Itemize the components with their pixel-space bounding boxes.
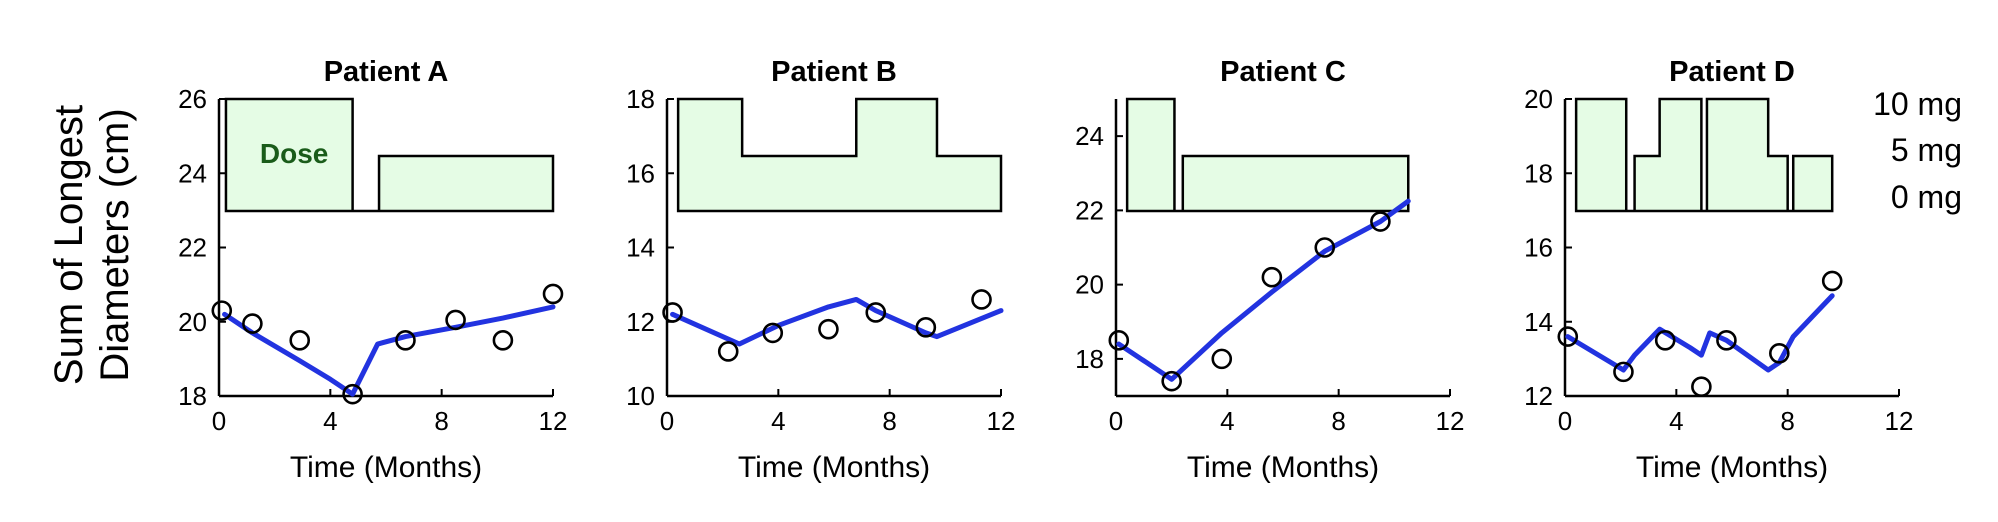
- y-tick-label: 22: [178, 233, 207, 263]
- observed-point: [542, 283, 564, 305]
- observed-point: [289, 330, 311, 351]
- dose-schedule-area: [224, 97, 555, 213]
- x-axis-label: Time (Months): [738, 451, 930, 484]
- observed-point: [1261, 266, 1283, 288]
- y-axis-label-line2: Diameters (cm): [93, 108, 137, 381]
- observed-point: [717, 341, 739, 362]
- x-tick-label: 12: [1436, 406, 1465, 436]
- y-tick-label: 18: [1524, 158, 1553, 188]
- y-axis-label-line1: Sum of Longest: [47, 105, 91, 385]
- y-tick-label: 16: [1524, 233, 1553, 263]
- observed-point: [818, 318, 839, 340]
- y-tick-label: 12: [626, 307, 655, 337]
- observed-point: [1716, 330, 1737, 351]
- observed-point: [971, 289, 992, 310]
- x-tick-label: 0: [1109, 406, 1123, 436]
- observed-point: [445, 309, 466, 331]
- observed-point: [1821, 270, 1843, 292]
- model-fit-line: [670, 296, 1004, 347]
- observed-point: [1161, 370, 1182, 392]
- observed-point: [1370, 211, 1391, 232]
- chart-title: Patient B: [771, 56, 897, 88]
- y-tick-label: 26: [178, 84, 207, 114]
- x-tick-label: 8: [882, 406, 896, 436]
- dose-schedule-area: [1125, 97, 1410, 213]
- observed-point: [211, 300, 233, 321]
- dose-level-0mg: 0 mg: [1891, 179, 1962, 215]
- x-tick-label: 12: [987, 406, 1016, 436]
- observed-point: [865, 302, 887, 323]
- y-tick-label: 20: [178, 307, 207, 337]
- panel-patient-a: Patient A Dose 0 4 8 12 18 20 22 24 26 Time (Months…: [178, 56, 567, 484]
- observed-point: [492, 330, 514, 351]
- y-tick-label: 10: [626, 381, 655, 411]
- x-tick-label: 12: [1885, 406, 1914, 436]
- observed-point: [1769, 343, 1790, 364]
- observed-point: [1613, 361, 1634, 383]
- chart-title: Patient C: [1220, 56, 1346, 88]
- dose-schedule-area: [1574, 97, 1834, 213]
- y-tick-label: 18: [178, 381, 207, 411]
- y-tick-label: 16: [626, 158, 655, 188]
- x-axis-label: Time (Months): [1187, 451, 1379, 484]
- observed-point: [1314, 237, 1336, 258]
- observed-point: [242, 313, 263, 334]
- x-tick-label: 0: [660, 406, 674, 436]
- x-tick-label: 4: [1669, 406, 1683, 436]
- observed-point: [762, 322, 784, 344]
- x-tick-label: 4: [771, 406, 785, 436]
- panel-patient-c: Patient C 0 4 8 12 18 20 22 24 Time (Months): [1075, 56, 1464, 484]
- panel-patient-d: Patient D 0 4 8 12 12 14 16 18 20 Time (Months): [1524, 56, 1913, 484]
- dose-level-10mg: 10 mg: [1873, 86, 1962, 122]
- dose-annotation: Dose: [260, 138, 328, 169]
- y-tick-label: 24: [1075, 121, 1104, 151]
- y-tick-label: 18: [626, 84, 655, 114]
- x-tick-label: 8: [434, 406, 448, 436]
- x-tick-label: 8: [1331, 406, 1345, 436]
- observed-point: [342, 383, 363, 405]
- model-fit-line: [1116, 198, 1411, 382]
- x-tick-label: 4: [323, 406, 337, 436]
- y-tick-label: 14: [1524, 307, 1553, 337]
- x-axis-label: Time (Months): [290, 451, 482, 484]
- x-tick-label: 0: [212, 406, 226, 436]
- chart-title: Patient A: [324, 56, 449, 88]
- x-tick-label: 8: [1780, 406, 1794, 436]
- y-tick-label: 18: [1075, 344, 1104, 374]
- y-tick-label: 12: [1524, 381, 1553, 411]
- x-tick-label: 4: [1220, 406, 1234, 436]
- dose-schedule-area: [676, 97, 1003, 213]
- panel-patient-b: Patient B 0 4 8 12 10 12 14 16 18 Time (Months): [626, 56, 1015, 484]
- observed-point: [1654, 330, 1676, 351]
- x-tick-label: 0: [1558, 406, 1572, 436]
- observed-point: [662, 302, 683, 323]
- y-tick-label: 24: [178, 158, 207, 188]
- observed-point: [1557, 326, 1579, 347]
- observed-point: [1108, 330, 1130, 351]
- observed-point: [1211, 348, 1233, 370]
- y-tick-label: 14: [626, 233, 655, 263]
- chart-title: Patient D: [1669, 56, 1795, 88]
- y-tick-label: 20: [1075, 270, 1104, 300]
- observed-point: [915, 317, 937, 338]
- y-tick-label: 22: [1075, 195, 1104, 225]
- model-fit-line: [1565, 293, 1835, 373]
- dose-level-5mg: 5 mg: [1891, 132, 1962, 168]
- observed-point: [1691, 376, 1712, 398]
- observed-point: [395, 330, 416, 351]
- x-axis-label: Time (Months): [1636, 451, 1828, 484]
- x-tick-label: 12: [539, 406, 568, 436]
- y-tick-label: 20: [1524, 84, 1553, 114]
- model-fit-line: [222, 304, 556, 397]
